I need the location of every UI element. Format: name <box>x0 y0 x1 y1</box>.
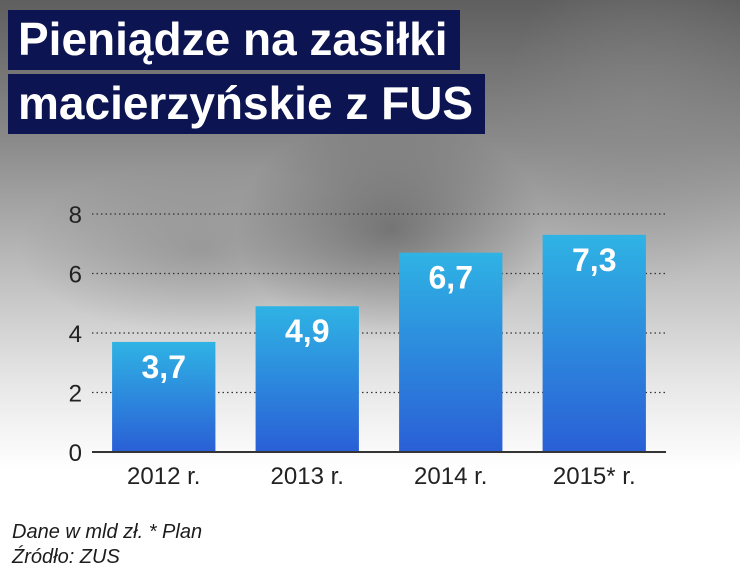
bar <box>542 234 646 452</box>
x-tick-label: 2013 r. <box>271 463 344 490</box>
y-tick-label: 6 <box>69 262 82 289</box>
y-tick-label: 4 <box>69 321 82 348</box>
bar <box>399 252 503 452</box>
bar-value-label: 3,7 <box>142 349 186 385</box>
y-tick-label: 0 <box>69 440 82 467</box>
y-axis-ticks: 0 2 4 6 8 <box>69 202 82 467</box>
title-line-2: macierzyńskie z FUS <box>8 74 486 134</box>
x-tick-label: 2015* r. <box>553 463 636 490</box>
x-tick-label: 2012 r. <box>127 463 200 490</box>
bar-value-label: 7,3 <box>572 242 616 278</box>
bars: 3,7 4,9 6,7 7,3 <box>112 234 646 452</box>
x-axis-ticks: 2012 r. 2013 r. 2014 r. 2015* r. <box>127 463 636 490</box>
y-tick-label: 8 <box>69 202 82 229</box>
chart-title: Pieniądze na zasiłki macierzyńskie z FUS <box>8 10 486 138</box>
bar <box>112 341 216 452</box>
x-tick-label: 2014 r. <box>414 463 487 490</box>
footnotes: Dane w mld zł. * Plan Źródło: ZUS <box>12 520 202 570</box>
source-note: Źródło: ZUS <box>12 546 120 568</box>
bar-chart: 0 2 4 6 8 3,7 4,9 6,7 7,3 2012 r. 2013 r. 2014 r.… <box>69 202 666 490</box>
bar-value-label: 4,9 <box>285 313 329 349</box>
title-line-1: Pieniądze na zasiłki <box>8 10 460 70</box>
bar <box>255 306 359 452</box>
bar-value-label: 6,7 <box>429 260 473 296</box>
data-unit-note: Dane w mld zł. * Plan <box>12 521 203 543</box>
y-tick-label: 2 <box>69 381 82 408</box>
